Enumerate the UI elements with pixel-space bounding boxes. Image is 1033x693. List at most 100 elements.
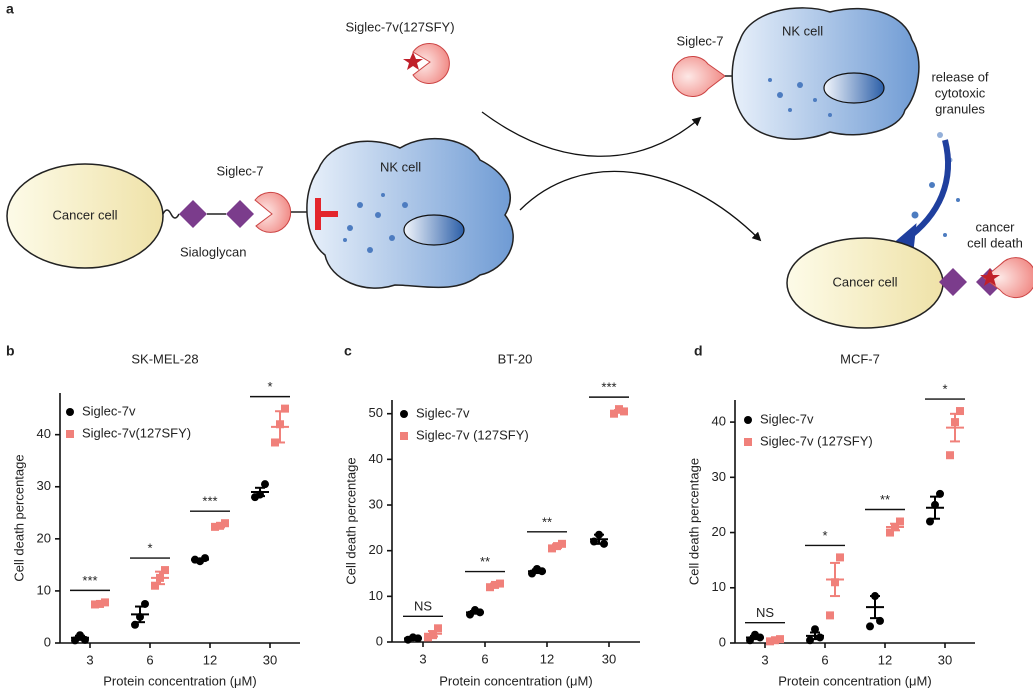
panel-letter: c xyxy=(344,343,352,359)
chart-title: SK-MEL-28 xyxy=(131,351,198,366)
x-tick-label: 6 xyxy=(481,651,488,666)
y-tick-label: 10 xyxy=(369,588,383,603)
significance-label: * xyxy=(267,379,272,394)
point xyxy=(816,633,824,642)
release-label: granules xyxy=(935,101,985,116)
diagram: a Cancer cell Siglec-7 Sialoglycan NK ce… xyxy=(6,1,1033,329)
point xyxy=(956,407,964,416)
star xyxy=(403,52,423,70)
point xyxy=(896,517,904,526)
legend-marker xyxy=(400,410,408,418)
y-tick-label: 50 xyxy=(369,405,383,420)
significance-label: NS xyxy=(756,605,774,620)
y-tick-label: 0 xyxy=(719,634,726,649)
release-label: release of xyxy=(931,69,988,84)
legend-marker xyxy=(66,430,74,438)
point xyxy=(806,636,814,645)
y-tick-label: 20 xyxy=(712,524,726,539)
point xyxy=(826,611,834,620)
release-arrow xyxy=(903,139,951,243)
legend-marker xyxy=(744,416,752,424)
point xyxy=(836,553,844,562)
cancer-label: Cancer cell xyxy=(832,274,897,289)
significance-label: NS xyxy=(414,599,432,614)
point xyxy=(161,566,169,575)
point xyxy=(434,624,442,633)
y-tick-label: 20 xyxy=(37,530,51,545)
nucleus xyxy=(403,214,465,246)
legend-marker xyxy=(744,438,752,446)
y-tick-label: 40 xyxy=(37,426,51,441)
x-tick-label: 6 xyxy=(146,652,153,667)
significance-label: ** xyxy=(542,514,552,529)
x-tick-label: 30 xyxy=(938,652,952,667)
y-tick-label: 0 xyxy=(376,633,383,648)
glycan-label: Sialoglycan xyxy=(180,244,247,259)
x-tick-label: 30 xyxy=(602,651,616,666)
point xyxy=(811,625,819,634)
granules xyxy=(343,193,408,253)
x-tick-label: 3 xyxy=(761,652,768,667)
point xyxy=(151,581,159,590)
nk-cell xyxy=(306,137,514,289)
x-axis-label: Protein concentration (μM) xyxy=(778,673,931,688)
nk-cell xyxy=(731,7,920,140)
nk-label: NK cell xyxy=(380,159,421,174)
cancer-cell xyxy=(6,163,164,269)
panel-letter: b xyxy=(6,343,15,359)
nk-label: NK cell xyxy=(782,23,823,38)
y-tick-label: 0 xyxy=(44,634,51,649)
legend-label: Siglec-7v(127SFY) xyxy=(82,425,191,440)
point xyxy=(281,404,289,413)
x-axis-label: Protein concentration (μM) xyxy=(103,673,256,688)
sialic-acid xyxy=(226,200,254,228)
death-label: cancer xyxy=(975,219,1015,234)
death-label: cell death xyxy=(967,235,1023,250)
y-tick-label: 40 xyxy=(712,414,726,429)
arrow xyxy=(481,111,702,157)
legend-label: Siglec-7v xyxy=(416,405,470,420)
siglec-receptor xyxy=(254,191,292,233)
top-receptor-label: Siglec-7 xyxy=(677,33,724,48)
point xyxy=(221,519,229,528)
significance-label: * xyxy=(942,381,947,396)
significance-label: ** xyxy=(480,554,490,569)
x-tick-label: 30 xyxy=(263,652,277,667)
legend-label: Siglec-7v xyxy=(760,411,814,426)
significance-label: *** xyxy=(601,380,616,395)
arrow xyxy=(519,170,762,242)
inhibition xyxy=(315,198,338,230)
legend-marker xyxy=(400,432,408,440)
y-tick-label: 30 xyxy=(369,496,383,511)
sialic-acid xyxy=(179,200,207,228)
chart-title: BT-20 xyxy=(498,351,533,366)
y-axis-label: Cell death percentage xyxy=(11,454,26,581)
y-tick-label: 10 xyxy=(37,582,51,597)
y-axis-label: Cell death percentage xyxy=(343,457,358,584)
y-tick-label: 10 xyxy=(712,579,726,594)
panel-letter: a xyxy=(6,1,14,17)
significance-label: * xyxy=(147,541,152,556)
y-tick-label: 40 xyxy=(369,451,383,466)
panel-letter: d xyxy=(694,343,703,359)
x-axis-label: Protein concentration (μM) xyxy=(439,673,592,688)
legend-marker xyxy=(66,408,74,416)
significance-label: *** xyxy=(202,494,217,509)
siglec-receptor xyxy=(671,56,726,97)
cancer-label: Cancer cell xyxy=(52,207,117,222)
x-tick-label: 3 xyxy=(419,651,426,666)
legend-label: Siglec-7v (127SFY) xyxy=(416,427,529,442)
y-tick-label: 30 xyxy=(37,478,51,493)
significance-label: ** xyxy=(880,492,890,507)
siglec-mutant xyxy=(412,43,450,84)
nucleus xyxy=(823,72,885,104)
x-tick-label: 12 xyxy=(203,652,217,667)
point xyxy=(261,480,269,489)
y-tick-label: 20 xyxy=(369,542,383,557)
glycan-link xyxy=(162,209,180,219)
granules xyxy=(768,78,960,237)
significance-label: * xyxy=(822,528,827,543)
legend-label: Siglec-7v (127SFY) xyxy=(760,433,873,448)
